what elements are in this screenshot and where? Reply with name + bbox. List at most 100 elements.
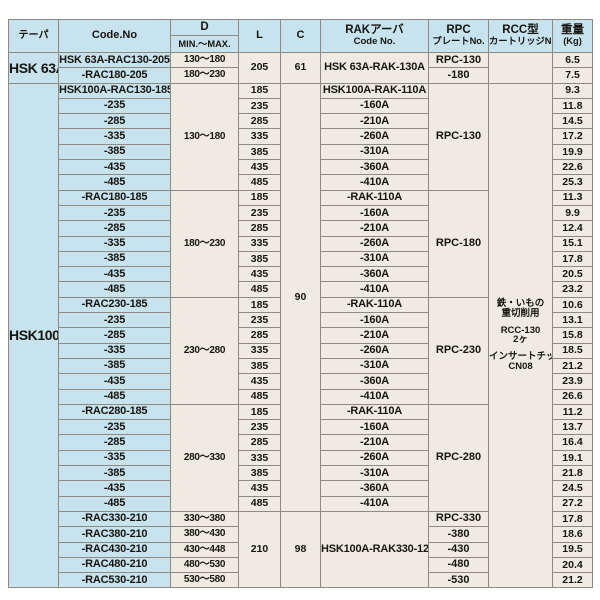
l-cell: 335	[238, 449, 281, 467]
l-cell: 235	[238, 204, 281, 222]
header-taper: テーパ	[8, 19, 59, 53]
rak-code-cell: -410A	[320, 281, 429, 298]
code-no-cell: HSK 63A-RAC130-205	[58, 51, 171, 69]
weight-cell: 19.1	[552, 449, 593, 467]
table-row: -RAC230-185 230〜280 185 -RAK-110A RPC-23…	[9, 296, 593, 405]
weight-cell: 22.6	[552, 159, 593, 176]
weight-cell: 13.1	[552, 312, 593, 329]
weight-cell: 25.3	[552, 174, 593, 191]
header-weight: 重量 (Kg)	[552, 19, 593, 53]
d-range-cell: 280〜330	[170, 403, 239, 512]
weight-cell: 20.4	[552, 556, 593, 574]
table-row: -485 485 -410A 23.2	[9, 281, 593, 298]
c-cell: 61	[280, 52, 321, 84]
l-cell: 235	[238, 97, 281, 115]
l-cell: 235	[238, 419, 281, 436]
rak-code-cell: -RAK-110A	[320, 403, 429, 421]
l-cell: 235	[238, 312, 281, 329]
weight-cell: 17.8	[552, 250, 593, 268]
d-range-cell: 130〜180	[170, 82, 239, 191]
weight-cell: 11.3	[552, 189, 593, 206]
l-cell: 385	[238, 250, 281, 268]
code-no-cell: -RAC380-210	[58, 526, 171, 543]
l-cell: 185	[238, 296, 281, 314]
header-rak-sub: Code No.	[353, 36, 396, 48]
weight-cell: 21.2	[552, 572, 593, 589]
weight-cell: 23.2	[552, 281, 593, 298]
rak-code-cell: -310A	[320, 465, 429, 482]
rcc-cartridge-cell: 鉄・いもの 重切削用 RCC-130 2ヶ インサートチップ CN08	[488, 82, 553, 589]
l-cell: 210	[238, 510, 281, 589]
table-body: HSK 63A HSK 63A-RAC130-205 130〜180 205 6…	[8, 51, 593, 589]
code-no-cell: -235	[58, 204, 171, 222]
weight-cell: 23.9	[552, 373, 593, 390]
table-row: -235 235 -160A 9.9	[9, 204, 593, 222]
rcc-insert-line1: インサートチップ	[489, 351, 552, 363]
rak-code-cell: -160A	[320, 312, 429, 329]
table-row: HSK 63A HSK 63A-RAC130-205 130〜180 205 6…	[8, 51, 593, 84]
table-row: -335 335 -260A 18.5	[9, 342, 593, 359]
l-cell: 285	[238, 327, 281, 344]
rpc-plate-cell: -480	[428, 556, 489, 574]
rak-code-cell: -360A	[320, 159, 429, 176]
code-no-cell: -435	[58, 480, 171, 497]
l-cell: 385	[238, 357, 281, 375]
rak-code-cell: -410A	[320, 495, 429, 512]
weight-cell: 15.8	[552, 327, 593, 344]
code-no-cell: -335	[58, 128, 171, 145]
l-cell: 385	[238, 465, 281, 482]
rak-code-cell: -160A	[320, 419, 429, 436]
rcc-usage-line1: 鉄・いもの	[496, 298, 545, 310]
l-cell: 485	[238, 388, 281, 405]
rcc-cartridge-line2: 2ヶ	[513, 334, 528, 346]
l-cell: 335	[238, 235, 281, 252]
table-row: -RAC280-185 280〜330 185 -RAK-110A RPC-28…	[9, 403, 593, 512]
rcc-cartridge-note: RCC-130 2ヶ	[490, 325, 552, 346]
table-row: HSK100A HSK100A-RAC130-185 130〜180 185 9…	[8, 82, 593, 589]
rak-code-cell: -360A	[320, 373, 429, 390]
d-range-cell: 480〜530	[170, 556, 239, 574]
rak-code-cell: -260A	[320, 342, 429, 359]
code-no-cell: -385	[58, 143, 171, 161]
l-cell: 335	[238, 128, 281, 145]
code-no-cell: -RAC280-185	[58, 403, 171, 421]
weight-cell: 19.5	[552, 541, 593, 558]
d-range-cell: 430〜448	[170, 541, 239, 558]
rak-code-cell: -210A	[320, 327, 429, 344]
rak-code-cell: -RAK-110A	[320, 189, 429, 206]
table-row: -285 285 -210A 12.4	[9, 220, 593, 237]
code-no-cell: -435	[58, 159, 171, 176]
header-weight-main: 重量	[561, 24, 584, 37]
code-no-cell: -385	[58, 465, 171, 482]
rak-code-cell: -260A	[320, 235, 429, 252]
table-row: -435 435 -360A 24.5	[9, 480, 593, 497]
weight-cell: 9.9	[552, 204, 593, 222]
rcc-usage-line2: 重切削用	[501, 308, 540, 320]
header-diameter: D MIN.〜MAX.	[170, 19, 239, 53]
l-cell: 185	[238, 189, 281, 206]
header-length: L	[238, 19, 281, 53]
d-range-cell: 130〜180	[170, 51, 239, 69]
rak-code-cell: -310A	[320, 250, 429, 268]
header-row: テーパ Code.No D MIN.〜MAX. L C RAKアーバ Code …	[8, 19, 593, 53]
weight-cell: 16.4	[552, 434, 593, 451]
rak-code-cell: -410A	[320, 388, 429, 405]
l-cell: 485	[238, 495, 281, 512]
code-no-cell: -435	[58, 266, 171, 283]
rcc-cartridge-cell	[488, 52, 553, 84]
rpc-plate-cell: -530	[428, 572, 489, 589]
l-cell: 485	[238, 174, 281, 191]
rak-code-cell: -160A	[320, 204, 429, 222]
weight-cell: 7.5	[552, 67, 593, 84]
rpc-plate-cell: -180	[428, 67, 489, 84]
table-row: -485 485 -410A 27.2	[9, 495, 593, 512]
header-diameter-sub: MIN.〜MAX.	[178, 39, 231, 49]
header-rpc-sub: プレートNo.	[432, 36, 485, 47]
table-row: -485 485 -410A 26.6	[9, 388, 593, 405]
code-no-cell: -RAC330-210	[58, 510, 171, 528]
rpc-plate-cell: RPC-280	[428, 403, 489, 512]
header-code-no: Code.No	[58, 19, 171, 53]
table-row: -335 335 -260A 19.1	[9, 449, 593, 467]
code-no-cell: -235	[58, 312, 171, 329]
